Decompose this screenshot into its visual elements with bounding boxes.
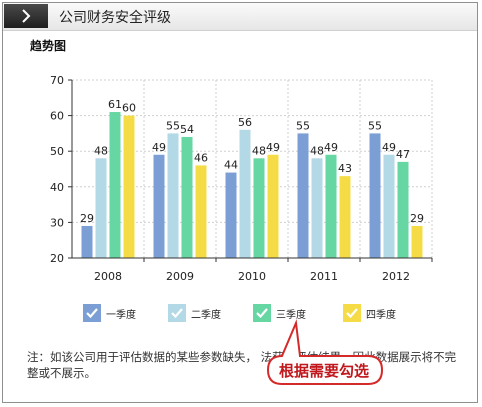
x-tick-label: 2012 bbox=[382, 270, 410, 283]
y-tick-label: 30 bbox=[50, 216, 64, 229]
legend-checkbox[interactable] bbox=[253, 304, 271, 322]
checkmark-icon bbox=[346, 308, 358, 318]
chart-legend: 一季度 二季度 三季度 四季度 bbox=[83, 303, 423, 323]
legend-label: 三季度 bbox=[276, 309, 306, 321]
bar bbox=[397, 161, 409, 258]
bar bbox=[253, 158, 265, 258]
bar bbox=[297, 133, 309, 258]
checkmark-icon bbox=[171, 308, 183, 318]
callout-text: 根据需要勾选 bbox=[278, 361, 369, 380]
legend-label: 二季度 bbox=[191, 309, 221, 321]
bar bbox=[181, 136, 193, 258]
bar bbox=[411, 225, 423, 258]
bar bbox=[311, 158, 323, 258]
bar bbox=[325, 154, 337, 258]
bar bbox=[383, 154, 395, 258]
bar bbox=[81, 225, 93, 258]
y-tick-label: 40 bbox=[50, 181, 64, 194]
y-tick-label: 70 bbox=[50, 74, 64, 87]
data-label: 44 bbox=[224, 159, 238, 172]
bar bbox=[95, 158, 107, 258]
x-tick-label: 2009 bbox=[166, 270, 194, 283]
y-tick-label: 20 bbox=[50, 252, 64, 265]
data-label: 29 bbox=[410, 212, 424, 225]
bar bbox=[267, 154, 279, 258]
legend-item[interactable]: 四季度 bbox=[343, 303, 396, 323]
legend-item[interactable]: 三季度 bbox=[253, 303, 306, 323]
data-label: 55 bbox=[368, 119, 382, 132]
legend-item[interactable]: 一季度 bbox=[83, 303, 136, 323]
checkmark-icon bbox=[256, 308, 268, 318]
legend-checkbox[interactable] bbox=[168, 304, 186, 322]
checkmark-icon bbox=[86, 308, 98, 318]
bar bbox=[239, 129, 251, 258]
y-tick-label: 50 bbox=[50, 145, 64, 158]
data-label: 61 bbox=[108, 98, 122, 111]
x-tick-label: 2008 bbox=[94, 270, 122, 283]
bar bbox=[167, 133, 179, 258]
legend-label: 四季度 bbox=[366, 309, 396, 321]
data-label: 46 bbox=[194, 151, 208, 164]
y-tick-label: 60 bbox=[50, 110, 64, 123]
title-toggle-button[interactable] bbox=[4, 4, 48, 28]
data-label: 48 bbox=[94, 144, 108, 157]
bar bbox=[153, 154, 165, 258]
legend-label: 一季度 bbox=[106, 309, 136, 321]
x-tick-label: 2010 bbox=[238, 270, 266, 283]
bar bbox=[339, 176, 351, 258]
data-label: 48 bbox=[252, 144, 266, 157]
data-label: 54 bbox=[180, 123, 194, 136]
data-label: 49 bbox=[266, 141, 280, 154]
data-label: 49 bbox=[152, 141, 166, 154]
panel-title: 公司财务安全评级 bbox=[59, 10, 171, 26]
data-label: 49 bbox=[382, 141, 396, 154]
bar bbox=[109, 112, 121, 258]
chevron-right-icon bbox=[22, 9, 31, 23]
data-label: 43 bbox=[338, 162, 352, 175]
bar bbox=[225, 172, 237, 258]
data-label: 55 bbox=[166, 119, 180, 132]
data-label: 60 bbox=[122, 102, 136, 115]
bar bbox=[123, 115, 135, 258]
data-label: 47 bbox=[396, 148, 410, 161]
data-label: 49 bbox=[324, 141, 338, 154]
data-label: 56 bbox=[238, 116, 252, 129]
x-tick-label: 2011 bbox=[310, 270, 338, 283]
legend-checkbox[interactable] bbox=[343, 304, 361, 322]
legend-item[interactable]: 二季度 bbox=[168, 303, 221, 323]
bar bbox=[369, 133, 381, 258]
data-label: 55 bbox=[296, 119, 310, 132]
chart-title: 趋势图 bbox=[30, 39, 67, 53]
legend-checkbox[interactable] bbox=[83, 304, 101, 322]
bar bbox=[195, 165, 207, 258]
data-label: 48 bbox=[310, 144, 324, 157]
data-label: 29 bbox=[80, 212, 94, 225]
title-bar: 公司财务安全评级 bbox=[3, 3, 477, 31]
